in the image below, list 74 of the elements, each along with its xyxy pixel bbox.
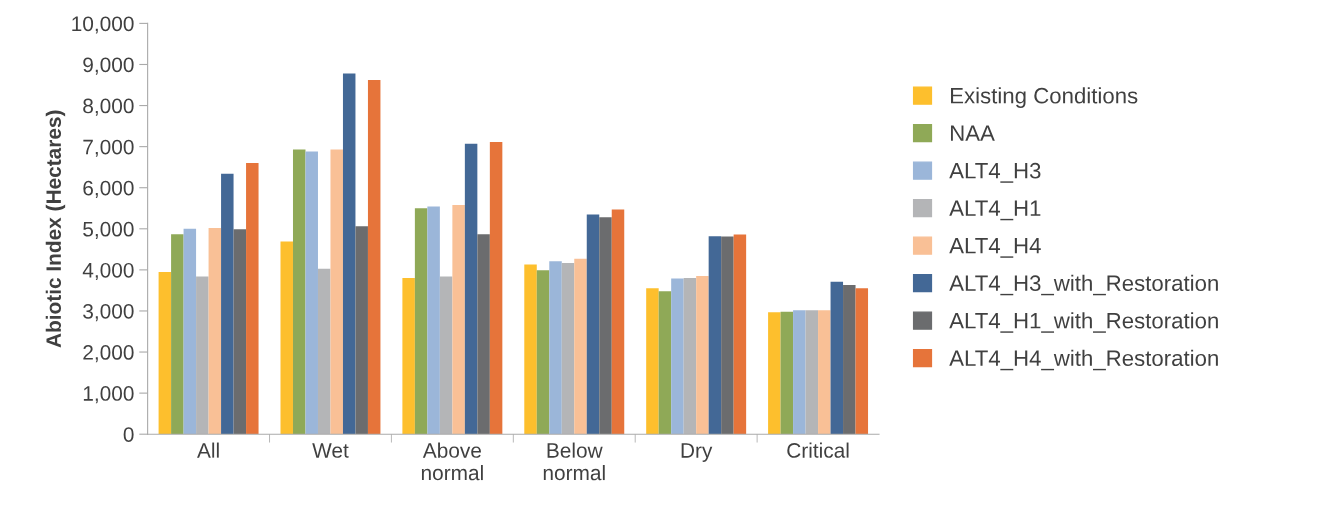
bar — [292, 149, 306, 435]
bar — [183, 228, 197, 435]
y-tick-label: 6,000 — [83, 180, 134, 198]
legend-label: ALT4_H3_with_Restoration — [949, 274, 1218, 296]
bar — [489, 142, 503, 435]
bar — [464, 143, 478, 435]
bar — [830, 281, 844, 435]
y-tick-label: 2,000 — [83, 345, 134, 363]
bar — [671, 278, 684, 435]
bar — [427, 206, 440, 435]
bar — [452, 204, 465, 435]
y-tick-label: 9,000 — [83, 57, 134, 75]
bar — [317, 268, 331, 435]
bar — [780, 311, 794, 435]
y-tick-label: 7,000 — [83, 139, 134, 157]
bar — [721, 236, 734, 435]
legend-label: Existing Conditions — [951, 87, 1138, 108]
bar — [355, 226, 368, 435]
bar — [367, 80, 381, 435]
legend-label: NAA — [951, 125, 995, 141]
bar — [477, 234, 490, 435]
y-axis-title: Abiotic Index (Hectares) — [45, 110, 66, 348]
bar — [246, 163, 259, 435]
x-tick-label: Below normal — [543, 442, 605, 481]
bar — [196, 276, 209, 435]
bar — [280, 241, 293, 435]
legend-label: ALT4_H1 — [949, 200, 1041, 221]
bar — [683, 278, 697, 435]
legend-label: ALT4_H4_with_Restoration — [949, 349, 1218, 371]
y-tick-label: 3,000 — [83, 303, 134, 322]
bar — [658, 291, 672, 435]
bar — [342, 73, 356, 435]
legend-label: ALT4_H4 — [949, 238, 1041, 258]
bar — [855, 288, 869, 435]
bar — [574, 258, 587, 435]
bar — [586, 214, 600, 435]
bar — [414, 208, 428, 435]
bar — [171, 234, 184, 435]
legend-label: ALT4_H1_with_Restoration — [949, 312, 1218, 333]
y-tick-label: 4,000 — [82, 262, 134, 281]
y-tick-label: 8,000 — [83, 98, 134, 116]
x-tick-label: All — [197, 442, 219, 458]
x-tick-label: Critical — [787, 442, 849, 458]
bar — [793, 310, 806, 435]
bar — [536, 270, 550, 435]
bar — [330, 149, 343, 435]
bar — [599, 217, 612, 435]
bar — [696, 276, 709, 435]
x-tick-label: Dry — [681, 443, 713, 462]
bar — [233, 229, 247, 435]
bar — [402, 278, 415, 435]
bar — [646, 288, 659, 435]
y-tick-label: 5,000 — [83, 221, 134, 240]
bar — [768, 312, 781, 435]
bar — [843, 285, 856, 435]
bar — [208, 227, 222, 435]
bar — [158, 271, 172, 435]
y-tick-label: 1,000 — [83, 386, 134, 404]
bar — [549, 261, 562, 435]
x-tick-label: Above normal — [421, 442, 483, 481]
bar — [818, 310, 831, 435]
x-tick-label: Wet — [312, 443, 349, 458]
bar — [305, 151, 318, 435]
bar — [708, 236, 722, 435]
bar — [611, 209, 625, 435]
y-tick-label: 10,000 — [72, 16, 134, 34]
bar — [524, 264, 537, 435]
y-tick-label: 0 — [123, 427, 134, 442]
bar — [221, 173, 234, 435]
bar — [805, 310, 819, 435]
bar — [733, 234, 747, 435]
bar — [439, 276, 453, 435]
legend-label: ALT4_H3 — [949, 162, 1041, 183]
bar — [561, 262, 575, 435]
